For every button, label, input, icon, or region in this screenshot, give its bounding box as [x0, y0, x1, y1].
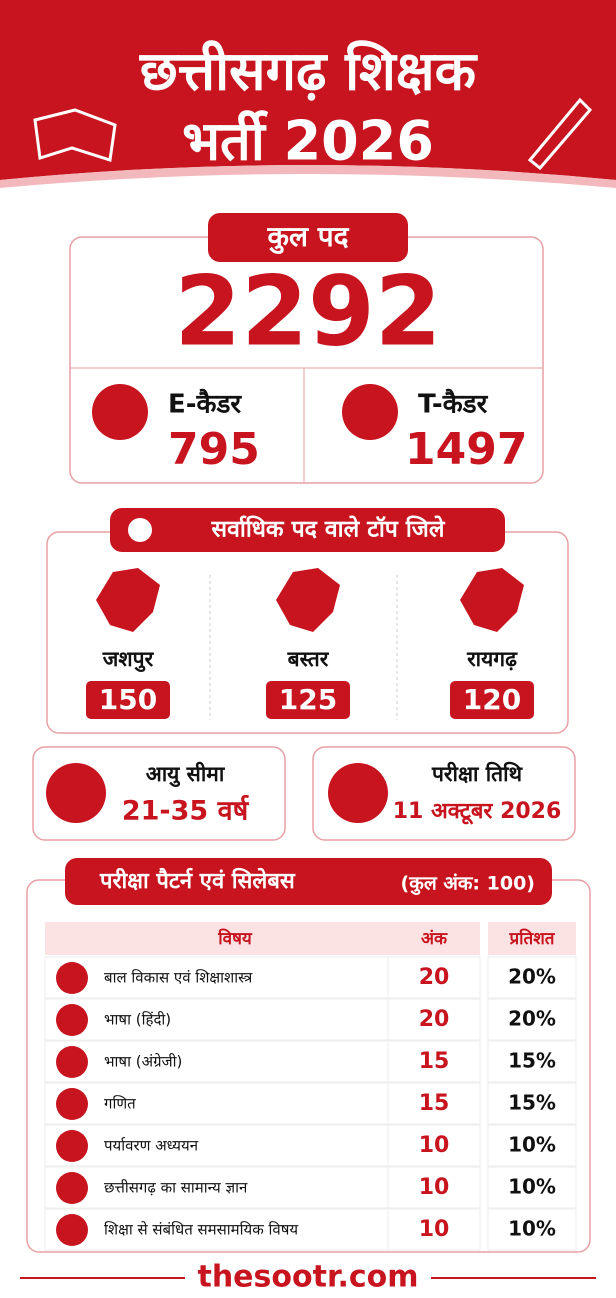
- marks: 20: [419, 1007, 450, 1032]
- subject-icon: [56, 1004, 88, 1036]
- age-box: [32, 746, 286, 841]
- header-cell: [488, 922, 576, 955]
- cadre-name: T-कैडर: [418, 389, 489, 420]
- total-marks: (कुल अंक: 100): [401, 873, 535, 896]
- book-icon: [33, 108, 117, 162]
- percent: 20%: [508, 965, 556, 989]
- table-cell: [387, 1208, 481, 1251]
- total-value: 2292: [174, 255, 441, 367]
- column-header: विषय: [217, 928, 253, 949]
- marks: 10: [419, 1133, 450, 1158]
- website: thesootr.com: [197, 1260, 418, 1295]
- district-name: जशपुर: [102, 647, 155, 673]
- subject: भाषा (अंग्रेजी): [104, 1053, 182, 1071]
- table-cell: [44, 1208, 426, 1251]
- district-value: 150: [99, 683, 157, 716]
- label-pill: [208, 213, 408, 262]
- syllabus-title: परीक्षा पैटर्न एवं सिलेबस: [99, 867, 296, 894]
- marks: 15: [419, 1049, 450, 1074]
- value-pill: [450, 681, 534, 719]
- district-name: रायगढ़: [466, 647, 518, 671]
- percent: 10%: [508, 1175, 556, 1199]
- person-icon: [92, 384, 148, 440]
- total-label: कुल पद: [266, 220, 349, 254]
- value-pill: [266, 681, 350, 719]
- table-cell: [387, 956, 481, 999]
- table-cell: [387, 1124, 481, 1167]
- table-cell: [387, 1040, 481, 1083]
- table-cell: [387, 1166, 481, 1209]
- table-cell: [487, 1040, 577, 1083]
- table-cell: [487, 998, 577, 1041]
- exam-label: परीक्षा तिथि: [431, 761, 524, 786]
- header-cell: [388, 922, 480, 955]
- percent: 15%: [508, 1049, 556, 1073]
- districts-title: सर्वाधिक पद वाले टॉप जिले: [211, 515, 446, 543]
- subject: भाषा (हिंदी): [104, 1011, 171, 1029]
- district-name: बस्तर: [287, 647, 330, 671]
- exam-value: 11 अक्टूबर 2026: [393, 799, 562, 825]
- cadre-value: 795: [168, 424, 260, 475]
- cadre-value: 1497: [405, 424, 527, 475]
- percent: 20%: [508, 1007, 556, 1031]
- cadre-name: E-कैडर: [168, 389, 242, 420]
- table-cell: [487, 956, 577, 999]
- table-cell: [44, 956, 426, 999]
- subject-icon: [56, 962, 88, 994]
- marks: 10: [419, 1217, 450, 1242]
- table-cell: [387, 998, 481, 1041]
- subject: गणित: [104, 1095, 136, 1113]
- subject: शिक्षा से संबंधित समसामयिक विषय: [104, 1221, 298, 1239]
- table-cell: [487, 1124, 577, 1167]
- header-curve: [0, 165, 616, 188]
- table-cell: [44, 1040, 426, 1083]
- value-pill: [86, 681, 170, 719]
- percent: 15%: [508, 1091, 556, 1115]
- header-banner: [0, 0, 616, 180]
- column-header: अंक: [421, 929, 448, 949]
- district-value: 120: [463, 683, 521, 716]
- table-cell: [44, 998, 426, 1041]
- subject: बाल विकास एवं शिक्षाशास्त्र: [104, 969, 253, 987]
- district-map: [276, 568, 340, 632]
- table-cell: [487, 1082, 577, 1125]
- people-icon: [46, 763, 106, 823]
- calendar-icon: [328, 763, 388, 823]
- pencil-icon: [527, 97, 593, 171]
- subject: पर्यावरण अध्ययन: [104, 1137, 199, 1155]
- person-icon: [342, 384, 398, 440]
- subject-icon: [56, 1046, 88, 1078]
- subject: छत्तीसगढ़ का सामान्य ज्ञान: [104, 1179, 248, 1197]
- marks: 20: [419, 965, 450, 990]
- age-value: 21-35 वर्ष: [122, 795, 250, 827]
- label-pill: [110, 508, 505, 552]
- marks: 10: [419, 1175, 450, 1200]
- percent: 10%: [508, 1133, 556, 1157]
- district-value: 125: [279, 683, 337, 716]
- percent: 10%: [508, 1217, 556, 1241]
- header-cell: [45, 922, 425, 955]
- table-cell: [44, 1124, 426, 1167]
- subject-icon: [56, 1088, 88, 1120]
- district-map: [460, 568, 524, 632]
- subject-icon: [56, 1130, 88, 1162]
- table-cell: [44, 1166, 426, 1209]
- table-cell: [387, 1082, 481, 1125]
- title-line: भर्ती 2026: [182, 110, 434, 173]
- exam-box: [312, 746, 576, 841]
- title-line: छत्तीसगढ़ शिक्षक: [139, 40, 479, 103]
- district-map: [96, 568, 160, 632]
- table-cell: [487, 1208, 577, 1251]
- label-pill: [65, 858, 552, 905]
- pin-icon: [128, 518, 152, 542]
- table-cell: [487, 1166, 577, 1209]
- table-cell: [44, 1082, 426, 1125]
- subject-icon: [56, 1214, 88, 1246]
- age-label: आयु सीमा: [146, 761, 226, 788]
- column-header: प्रतिशत: [508, 928, 555, 949]
- subject-icon: [56, 1172, 88, 1204]
- marks: 15: [419, 1091, 450, 1116]
